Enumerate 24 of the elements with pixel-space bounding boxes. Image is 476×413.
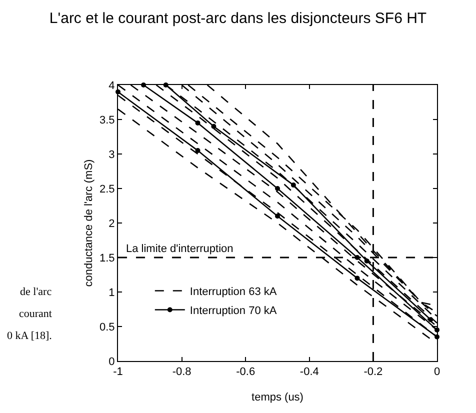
- x-tick-label: -0.8: [172, 366, 192, 378]
- y-tick-label: 3.5: [100, 114, 115, 126]
- text: de l'arc: [20, 286, 52, 298]
- y-tick-label: 2: [108, 218, 115, 230]
- y-tick-label: 0: [108, 356, 115, 368]
- x-tick-label: -0.6: [236, 366, 256, 378]
- x-axis-title: temps (us): [252, 391, 304, 404]
- y-tick-label: 0.5: [100, 321, 115, 334]
- y-tick-label: 3: [108, 148, 115, 161]
- legend-label: Interruption 70 kA: [190, 305, 278, 318]
- text: 0 kA [18].: [7, 330, 52, 342]
- text: courant: [19, 308, 52, 320]
- y-axis-title: conductance de l'arc (mS): [83, 159, 96, 287]
- x-tick-label: -1: [113, 366, 123, 378]
- y-tick-label: 2.5: [100, 183, 115, 196]
- chart-title: L'arc et le courant post-arc dans les disjoncteurs SF6 HT: [49, 10, 427, 27]
- y-tick-label: 4: [108, 80, 115, 92]
- y-tick-label: 1.5: [100, 252, 115, 264]
- legend-label: Interruption 63 kA: [190, 286, 278, 298]
- x-tick-label: -0.4: [300, 366, 319, 378]
- x-tick-label: 0: [434, 366, 440, 378]
- x-tick-label: -0.2: [364, 366, 383, 378]
- ref-line-label: La limite d'interruption: [126, 243, 234, 255]
- y-tick-label: 1: [108, 286, 115, 299]
